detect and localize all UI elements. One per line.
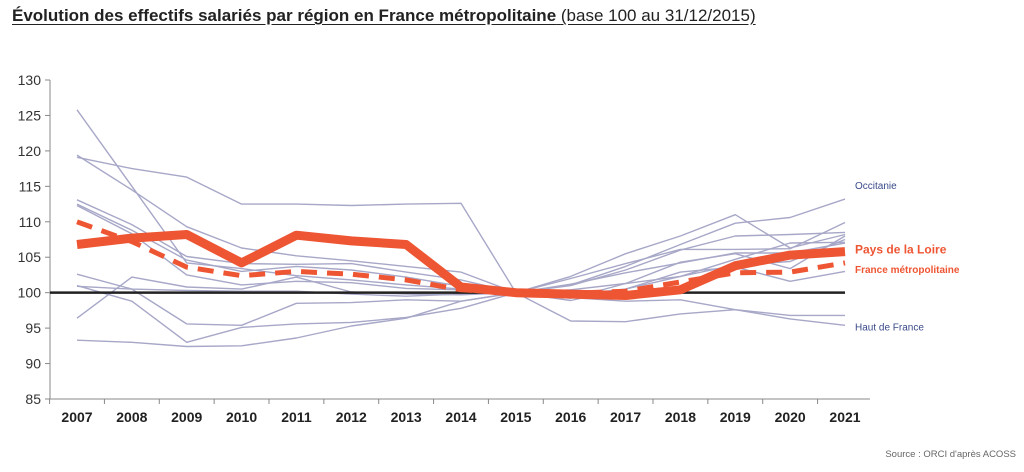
- series-line-france-metropolitaine: [76, 219, 846, 296]
- x-tick-label: 2012: [336, 409, 367, 425]
- y-tick-label: 110: [19, 214, 42, 230]
- x-tick-label: 2020: [775, 409, 806, 425]
- series-line-pays-de-la-loire: [76, 230, 846, 300]
- series-line-region-5: [76, 156, 846, 294]
- series-line-occitanie: [76, 198, 846, 294]
- chart-title-main: Évolution des effectifs salariés par rég…: [12, 6, 557, 25]
- y-axis: 85 90 95 100 105 110 115 120 125 130: [18, 72, 51, 407]
- chart-subtitle: (base 100 au 31/12/2015): [560, 6, 756, 25]
- series-label-france-métropolitaine: France métropolitaine: [855, 265, 960, 276]
- x-tick-label: 2014: [445, 409, 476, 425]
- x-axis: 2007 2008 2009 2010 2011 2012 2013 2014 2015 2016…: [49, 398, 870, 425]
- x-tick-label: 2015: [500, 409, 531, 425]
- y-tick-label: 85: [25, 391, 41, 407]
- series-label-pays-de-la-loire: Pays de la Loire: [855, 243, 947, 257]
- y-tick-label: 125: [18, 107, 42, 123]
- x-tick-label: 2013: [391, 409, 422, 425]
- highlight-lines: [76, 219, 846, 300]
- series-line-region-12: [76, 221, 846, 297]
- y-tick-label: 115: [19, 178, 42, 194]
- other-regions-lines: [76, 109, 846, 348]
- series-line-region-10: [76, 284, 845, 343]
- x-tick-label: 2021: [829, 409, 860, 425]
- series-labels: Occitanie Pays de la Loire France métropol…: [855, 181, 960, 333]
- source-note: Source : ORCI d'après ACOSS: [885, 449, 1016, 460]
- x-tick-label: 2016: [555, 409, 586, 425]
- chart-title: Évolution des effectifs salariés par rég…: [12, 6, 756, 26]
- x-tick-label: 2008: [116, 409, 147, 425]
- y-tick-label: 120: [18, 143, 42, 159]
- series-label-occitanie: Occitanie: [855, 181, 897, 192]
- series-line-region-7: [76, 199, 846, 294]
- x-tick-label: 2009: [171, 409, 202, 425]
- y-tick-label: 105: [18, 249, 42, 265]
- y-tick-label: 95: [25, 320, 41, 336]
- x-tick-label: 2017: [610, 409, 641, 425]
- x-tick-label: 2018: [665, 409, 696, 425]
- y-tick-label: 130: [18, 72, 42, 88]
- x-tick-label: 2019: [720, 409, 751, 425]
- x-tick-label: 2011: [281, 409, 312, 425]
- series-line-region-9: [76, 235, 846, 326]
- series-label-haut-de-france: Haut de France: [855, 322, 924, 333]
- y-tick-label: 90: [25, 356, 41, 372]
- x-tick-label: 2010: [226, 409, 257, 425]
- y-tick-label: 100: [18, 285, 42, 301]
- x-tick-label: 2007: [61, 409, 92, 425]
